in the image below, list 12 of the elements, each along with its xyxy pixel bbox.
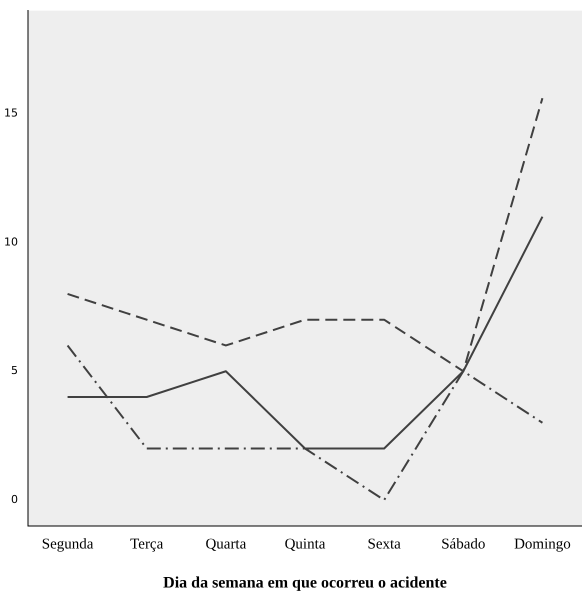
y-tick-label: 0 <box>10 492 18 506</box>
y-tick-label: 15 <box>4 106 18 120</box>
x-tick-label: Domingo <box>514 536 571 553</box>
x-tick-label: Quinta <box>284 536 326 553</box>
x-axis-title: Dia da semana em que ocorreu o acidente <box>163 574 447 592</box>
x-tick-label: Segunda <box>42 536 94 553</box>
x-tick-label: Sexta <box>367 536 402 553</box>
y-tick-label: 10 <box>4 235 18 248</box>
x-tick-label: Terça <box>130 536 164 553</box>
y-tick-label: 5 <box>10 364 18 378</box>
x-tick-label: Quarta <box>205 536 247 553</box>
x-tick-label: Sábado <box>441 536 486 553</box>
